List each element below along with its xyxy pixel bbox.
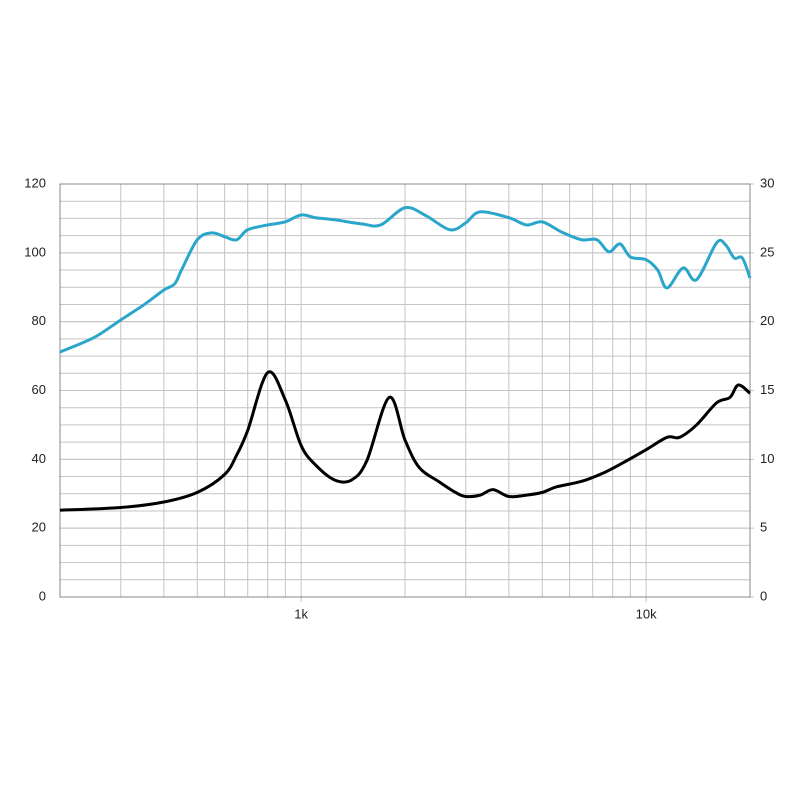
y-tick-label: 40 xyxy=(32,451,46,466)
x-tick-label: 10k xyxy=(636,606,657,621)
y2-tick-label: 20 xyxy=(760,313,774,328)
y-tick-label: 100 xyxy=(24,244,46,259)
y2-tick-label: 30 xyxy=(760,175,774,190)
y-tick-label: 20 xyxy=(32,520,46,535)
y2-tick-label: 15 xyxy=(760,382,774,397)
plot-frame xyxy=(59,183,751,598)
y2-tick-label: 10 xyxy=(760,451,774,466)
y-tick-label: 80 xyxy=(32,313,46,328)
series-line xyxy=(59,205,752,354)
y2-tick-label: 25 xyxy=(760,244,774,259)
series-line xyxy=(59,370,751,512)
y-tick-label: 0 xyxy=(39,588,46,603)
x-tick-label: 1k xyxy=(294,606,308,621)
y-tick-label: 60 xyxy=(32,382,46,397)
y2-tick-label: 0 xyxy=(760,588,767,603)
y-tick-label: 120 xyxy=(24,175,46,190)
y2-tick-label: 5 xyxy=(760,520,767,535)
